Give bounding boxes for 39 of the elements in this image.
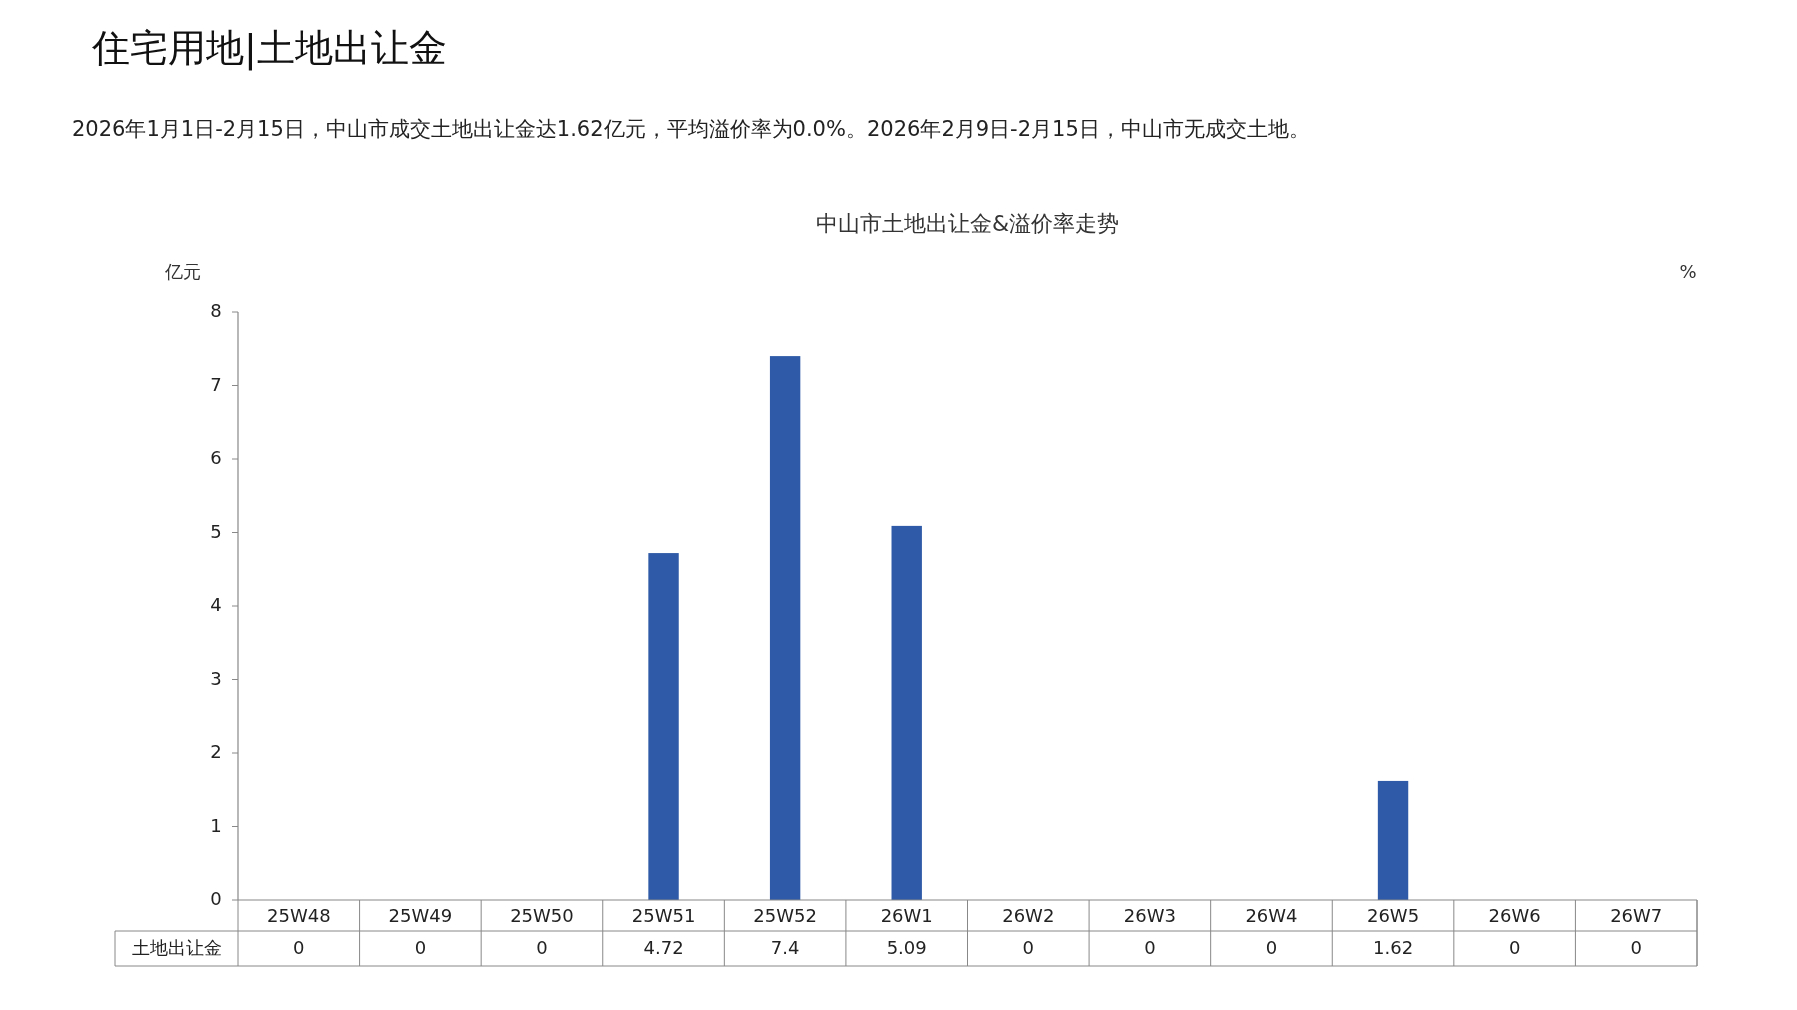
data-label: 4.72 (643, 936, 684, 958)
y-tick-label: 4 (210, 594, 222, 615)
x-tick-label: 26W6 (1488, 904, 1541, 926)
x-tick-label: 26W2 (1002, 904, 1055, 926)
x-tick-label: 25W51 (631, 904, 696, 926)
data-label: 0 (1508, 936, 1521, 958)
x-tick-label: 25W52 (753, 904, 817, 926)
x-tick-label: 25W50 (510, 904, 574, 926)
x-tick-label: 26W1 (880, 904, 933, 926)
y-tick-label: 2 (210, 741, 222, 762)
y-tick-label: 7 (210, 373, 222, 395)
heading: 住宅用地|土地出让金 (92, 25, 447, 70)
data-label: 5.09 (886, 936, 927, 958)
data-label: 0 (536, 936, 548, 958)
x-tick-label: 26W3 (1123, 904, 1176, 926)
x-tick-label: 25W49 (388, 904, 453, 926)
x-tick-label: 25W48 (266, 904, 331, 926)
subtitle: 2026年1月1日-2月15日，中山市成交土地出让金达1.62亿元，平均溢价率为0.0%。2026年2月9日-2月15日，中山市无成交土地。 (72, 117, 1310, 141)
y-tick-label: 6 (210, 447, 222, 468)
y2label: % (1679, 261, 1697, 282)
y-tick-label: 8 (210, 300, 222, 321)
data-label: 0 (414, 936, 427, 958)
data-label: 0 (1144, 936, 1156, 958)
y-tick-label: 1 (210, 814, 222, 836)
data-label: 1.62 (1373, 936, 1414, 958)
y-tick-label: 5 (210, 520, 222, 542)
ylabel: 亿元 (165, 261, 201, 282)
data-label: 7.4 (770, 936, 800, 958)
data-label: 0 (293, 936, 305, 958)
y-tick-label: 0 (210, 888, 222, 909)
data-label: 0 (1265, 936, 1278, 958)
data-label: 0 (1630, 936, 1642, 958)
x-tick-label: 26W7 (1610, 904, 1663, 926)
x-tick-label: 26W4 (1245, 904, 1298, 926)
data-label: 0 (1022, 936, 1035, 958)
text: 土地出让金 (131, 936, 222, 958)
title: 中山市土地出让金&溢价率走势 (815, 211, 1120, 236)
y-tick-label: 3 (210, 667, 222, 689)
x-tick-label: 26W5 (1366, 904, 1420, 926)
